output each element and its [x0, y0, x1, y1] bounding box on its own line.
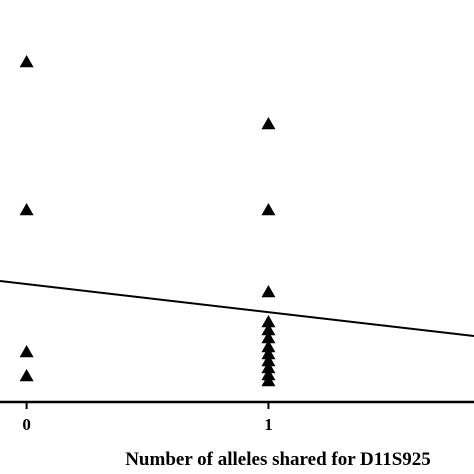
data-point-triangle — [19, 345, 34, 358]
x-axis-title: Number of alleles shared for D11S925 — [125, 449, 431, 470]
data-point-triangle — [261, 361, 276, 374]
data-point-triangle — [261, 323, 276, 336]
data-point-triangle — [261, 347, 276, 360]
data-point-triangle — [261, 354, 276, 367]
regression-line — [0, 280, 474, 337]
data-point-triangle — [261, 285, 276, 298]
data-point-triangle — [261, 315, 276, 328]
data-point-triangle — [261, 331, 276, 344]
x-tick-label: 1 — [264, 415, 273, 434]
data-point-triangle — [261, 117, 276, 130]
plot-area — [0, 55, 474, 387]
data-point-triangle — [19, 369, 34, 382]
data-point-triangle — [19, 55, 34, 68]
x-tick-label: 0 — [22, 415, 31, 434]
data-point-triangle — [261, 374, 276, 387]
data-point-triangle — [19, 203, 34, 216]
data-point-triangle — [261, 203, 276, 216]
data-point-triangle — [261, 340, 276, 353]
